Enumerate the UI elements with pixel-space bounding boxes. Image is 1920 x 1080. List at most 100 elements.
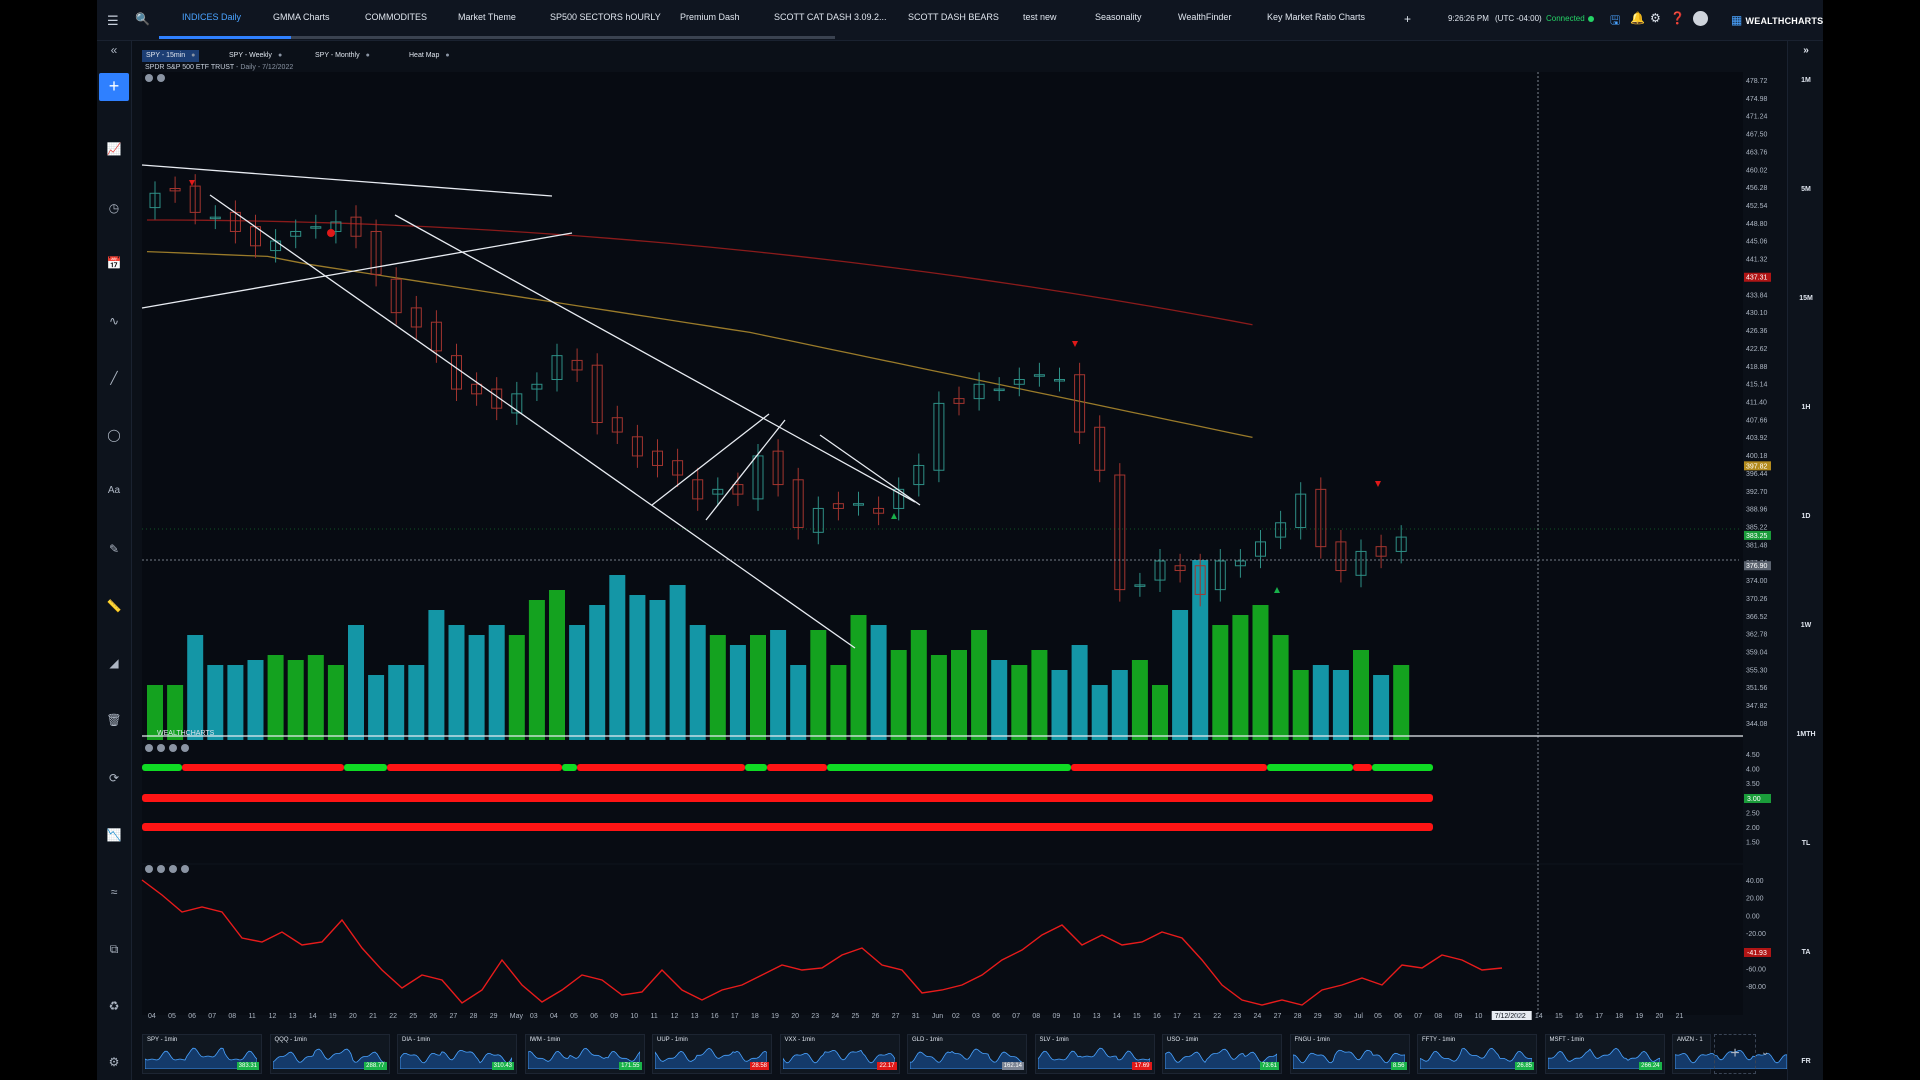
tab-11[interactable]: Key Market Ratio Charts	[1267, 12, 1366, 22]
globe-icon[interactable]: ⚙	[108, 1055, 120, 1069]
trash-icon[interactable]: 🗑	[106, 713, 122, 727]
panel-control-icon[interactable]	[157, 744, 165, 752]
date-axis-label: 20	[1656, 1013, 1664, 1020]
date-axis-label: 16	[1153, 1013, 1161, 1020]
trendline-drawing[interactable]	[819, 434, 921, 506]
date-axis-label: 19	[1635, 1013, 1643, 1020]
panel-control-icon[interactable]	[157, 74, 165, 82]
trendline-drawing[interactable]	[394, 214, 916, 503]
ruler-icon[interactable]: 📏	[106, 599, 122, 613]
close-icon[interactable]: ●	[191, 52, 196, 59]
add-drawing-button[interactable]: +	[99, 73, 129, 101]
volume-bar	[207, 665, 224, 740]
tab-6[interactable]: SCOTT CAT DASH 3.09.2...	[774, 12, 887, 22]
trendline-drawing[interactable]	[141, 232, 573, 309]
watchlist-tile[interactable]: FFTY - 1min 26.85	[1417, 1034, 1537, 1074]
tab-3[interactable]: Market Theme	[458, 12, 516, 22]
panel-control-icon[interactable]	[145, 744, 153, 752]
panel-control-icon[interactable]	[145, 74, 153, 82]
panel-control-icon[interactable]	[169, 865, 177, 873]
tab-5[interactable]: Premium Dash	[680, 12, 740, 22]
timeframe-1d[interactable]: 1D	[1801, 513, 1811, 520]
gear-icon[interactable]: ⚙	[1650, 11, 1661, 25]
timeframe-ta[interactable]: TA	[1801, 949, 1811, 956]
chart-tab-1[interactable]: SPY - Weekly ●	[225, 50, 286, 62]
timeframe-5m[interactable]: 5M	[1801, 186, 1811, 193]
add-tile-button[interactable]: +	[1714, 1034, 1756, 1074]
indicator-icon[interactable]: 📈	[106, 142, 122, 156]
trendline-drawing[interactable]	[651, 413, 770, 506]
tab-9[interactable]: Seasonality	[1095, 12, 1142, 22]
panel-control-icon[interactable]	[181, 865, 189, 873]
watchlist-tile[interactable]: USO - 1min 73.61	[1162, 1034, 1282, 1074]
candle-body	[1335, 541, 1347, 572]
avatar[interactable]	[1693, 11, 1708, 26]
close-icon[interactable]: ●	[277, 52, 283, 59]
watchlist-tile[interactable]: SLV - 1min 17.69	[1034, 1034, 1155, 1074]
oscillator-panel[interactable]	[142, 865, 1743, 1015]
text-tool-icon[interactable]: Aa	[107, 485, 121, 496]
tab-0[interactable]: INDICES Daily	[182, 12, 242, 22]
help-icon[interactable]: ❓	[1670, 11, 1685, 25]
copy-icon[interactable]: ⧉	[109, 942, 119, 956]
watchlist-tile[interactable]: QQQ - 1min 288.77	[269, 1034, 390, 1074]
trendline-drawing[interactable]	[209, 194, 856, 649]
collapse-right-icon[interactable]: »	[1803, 45, 1809, 56]
trendline-drawing[interactable]	[705, 419, 786, 521]
close-icon[interactable]: ●	[365, 52, 370, 59]
close-icon[interactable]: ●	[445, 52, 450, 59]
timeframe-1h[interactable]: 1H	[1801, 404, 1811, 411]
timeframe-tl[interactable]: TL	[1801, 840, 1811, 847]
panel-control-icon[interactable]	[169, 744, 177, 752]
tab-2[interactable]: COMMODITES	[365, 12, 427, 22]
watchlist-tile[interactable]: SPY - 1min 383.31	[142, 1034, 262, 1074]
shapes-icon[interactable]: ◯	[107, 428, 121, 442]
tab-scrollbar[interactable]	[159, 36, 835, 39]
line-tool-icon[interactable]: ╱	[110, 371, 118, 385]
chart-tab-3[interactable]: Heat Map ●	[405, 50, 454, 62]
timeframe-1mth[interactable]: 1MTH	[1796, 731, 1816, 738]
price-panel[interactable]	[142, 72, 1743, 737]
save-icon[interactable]: 🖫	[1610, 13, 1621, 27]
measure-icon[interactable]: ◢	[109, 656, 119, 670]
chart-icon[interactable]: 📉	[106, 828, 122, 842]
timeframe-15m[interactable]: 15M	[1799, 295, 1813, 302]
tab-10[interactable]: WealthFinder	[1178, 12, 1232, 22]
price-chart[interactable]: 478.72 474.98 471.24 467.50 463.76 460.02 456.…	[97, 0, 1823, 1030]
calendar-icon[interactable]: 📅	[106, 256, 122, 270]
watchlist-tile[interactable]: GLD - 1min 162.14	[907, 1034, 1027, 1074]
menu-icon[interactable]: ☰	[107, 13, 119, 28]
trendline-drawing[interactable]	[141, 164, 553, 197]
panel-control-icon[interactable]	[181, 744, 189, 752]
watchlist-tile[interactable]: UUP - 1min 28.58	[652, 1034, 772, 1074]
clock-icon[interactable]: ◷	[108, 201, 120, 215]
refresh-icon[interactable]: ⟳	[108, 771, 120, 785]
timeframe-1m[interactable]: 1M	[1801, 77, 1811, 84]
pencil-icon[interactable]: ✎	[108, 542, 120, 556]
panel-control-icon[interactable]	[145, 865, 153, 873]
chevron-down-icon[interactable]: ⌄	[1761, 1047, 1770, 1058]
panel-control-icon[interactable]	[157, 865, 165, 873]
watchlist-tile[interactable]: FNGU - 1min 8.56	[1289, 1034, 1410, 1074]
watchlist-tile[interactable]: MSFT - 1min 266.24	[1544, 1034, 1665, 1074]
wave-icon[interactable]: ∿	[108, 314, 120, 328]
watchlist-tile[interactable]: DIA - 1min 310.43	[397, 1034, 517, 1074]
add-tab-button[interactable]: +	[1404, 12, 1412, 26]
chart-tab-2[interactable]: SPY - Monthly ●	[311, 50, 374, 62]
timeframe-1w[interactable]: 1W	[1800, 622, 1812, 629]
watchlist-tile[interactable]: AMZN - 1	[1672, 1034, 1787, 1074]
tab-7[interactable]: SCOTT DASH BEARS	[908, 12, 999, 22]
bell-icon[interactable]: 🔔	[1630, 11, 1645, 25]
collapse-left-icon[interactable]: «	[110, 43, 118, 57]
tab-1[interactable]: GMMA Charts	[273, 12, 330, 22]
tab-4[interactable]: SP500 SECTORS hOURLY	[550, 12, 661, 22]
sync-icon[interactable]: ♻	[108, 999, 120, 1013]
tab-8[interactable]: test new	[1023, 12, 1057, 22]
zigzag-icon[interactable]: ≈	[110, 885, 118, 899]
search-icon[interactable]: 🔍	[135, 12, 150, 26]
timeframe-fr[interactable]: FR	[1801, 1058, 1811, 1065]
candle-body	[772, 450, 784, 486]
chart-tab-0[interactable]: SPY - 15min ●	[142, 50, 200, 62]
watchlist-tile[interactable]: VXX - 1min 22.17	[779, 1034, 900, 1074]
watchlist-tile[interactable]: IWM - 1min 171.55	[524, 1034, 645, 1074]
